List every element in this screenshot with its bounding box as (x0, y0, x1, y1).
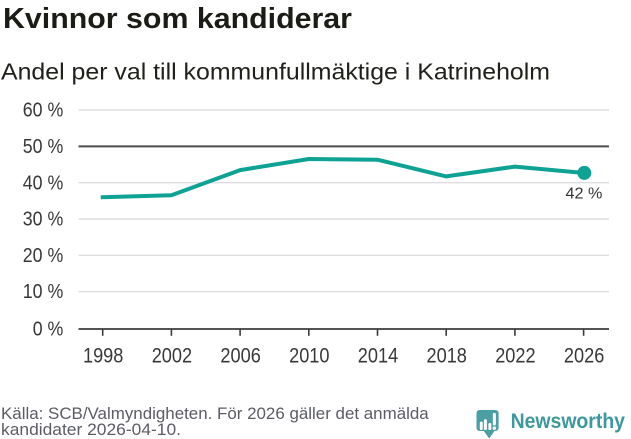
svg-text:20 %: 20 % (23, 245, 64, 267)
svg-text:50 %: 50 % (23, 136, 64, 158)
svg-text:Källa: SCB/Valmyndigheten. För: Källa: SCB/Valmyndigheten. För 2026 gäll… (1, 404, 429, 423)
svg-text:2014: 2014 (358, 345, 399, 368)
svg-text:2010: 2010 (289, 345, 329, 368)
svg-text:kandidater 2026-04-10.: kandidater 2026-04-10. (1, 420, 181, 439)
svg-text:2006: 2006 (220, 345, 260, 368)
svg-text:30 %: 30 % (23, 209, 64, 231)
svg-text:40 %: 40 % (23, 172, 64, 194)
svg-text:1998: 1998 (83, 345, 123, 368)
svg-text:42 %: 42 % (566, 185, 603, 202)
svg-text:Newsworthy: Newsworthy (511, 410, 626, 433)
svg-text:2002: 2002 (152, 345, 192, 368)
svg-text:2022: 2022 (495, 345, 535, 368)
svg-text:Andel per val till kommunfullm: Andel per val till kommunfullmäktige i K… (1, 58, 550, 84)
svg-text:2026: 2026 (564, 345, 604, 368)
svg-text:Kvinnor som kandiderar: Kvinnor som kandiderar (3, 3, 352, 35)
svg-text:10 %: 10 % (23, 281, 64, 303)
svg-text:60 %: 60 % (23, 100, 64, 122)
svg-text:0 %: 0 % (33, 319, 64, 341)
svg-text:2018: 2018 (427, 345, 467, 368)
